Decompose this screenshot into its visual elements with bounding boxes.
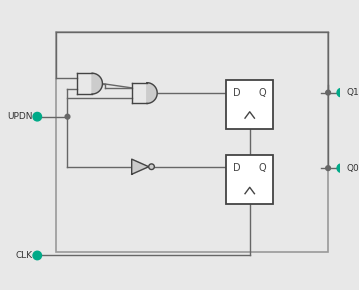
Text: Q: Q [258, 88, 266, 98]
Circle shape [337, 88, 346, 97]
Bar [56, 32, 328, 252]
Polygon shape [92, 73, 102, 94]
Polygon shape [147, 83, 157, 104]
Circle shape [65, 114, 70, 119]
Text: Q: Q [258, 163, 266, 173]
Text: UPDN: UPDN [7, 112, 33, 121]
Text: D: D [233, 88, 241, 98]
Text: D: D [233, 163, 241, 173]
Circle shape [149, 164, 154, 170]
Circle shape [326, 90, 330, 95]
Circle shape [33, 113, 42, 121]
Text: Q1: Q1 [347, 88, 359, 97]
Circle shape [33, 251, 42, 260]
Bar [226, 80, 273, 129]
Circle shape [326, 166, 330, 171]
Text: Q0: Q0 [347, 164, 359, 173]
Polygon shape [132, 159, 149, 174]
Bar [226, 155, 273, 204]
Circle shape [337, 164, 346, 172]
Text: CLK: CLK [15, 251, 33, 260]
